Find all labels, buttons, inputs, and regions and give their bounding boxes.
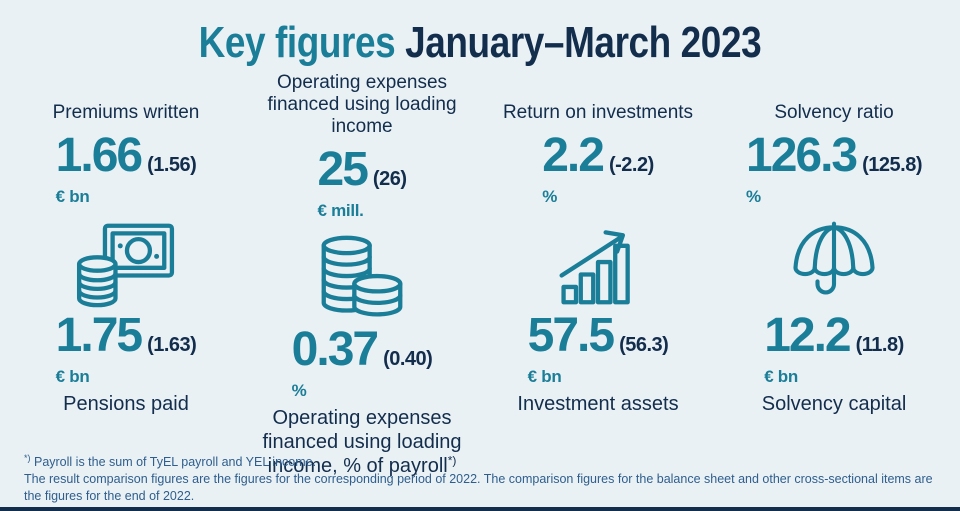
metric-value: 57.5 xyxy=(527,309,615,363)
metric-column-operating-expenses: Operating expenses financed using loadin… xyxy=(244,72,480,478)
metric-value: 12.2 xyxy=(764,309,851,363)
page-title: Key figures January–March 2023 xyxy=(0,0,960,66)
metric-comparison: (1.63) xyxy=(147,334,197,357)
metric-top-value-block: 1.66 (1.56) € bn xyxy=(56,132,197,218)
metric-bottom-value-block: 12.2 (11.8) € bn xyxy=(764,312,904,392)
metric-top-label: Operating expenses financed using loadin… xyxy=(267,72,457,138)
metric-bottom-label: Operating expenses financed using loadin… xyxy=(262,407,462,478)
metric-comparison: (11.8) xyxy=(855,334,905,357)
metric-value: 25 xyxy=(317,143,369,197)
footnote: *) Payroll is the sum of TyEL payroll an… xyxy=(24,453,950,504)
money-banknote-coins-icon xyxy=(74,218,178,310)
metric-top-label: Return on investments xyxy=(502,102,694,124)
metric-unit: % xyxy=(542,187,558,207)
metric-comparison: (56.3) xyxy=(619,334,669,357)
bottom-accent-bar xyxy=(0,507,960,511)
metric-value: 1.75 xyxy=(55,309,143,363)
metric-top-label: Solvency ratio xyxy=(774,102,894,124)
footnote-marker: *) xyxy=(24,453,31,464)
metric-bottom-label: Pensions paid xyxy=(63,393,189,416)
title-period: January–March 2023 xyxy=(395,18,762,67)
metric-column-premiums: Premiums written 1.66 (1.56) € bn xyxy=(8,72,244,478)
metric-unit: % xyxy=(291,381,307,401)
metric-bottom-label: Investment assets xyxy=(517,393,679,416)
metric-value: 126.3 xyxy=(746,129,858,183)
metric-comparison: (1.56) xyxy=(147,154,197,177)
metric-unit: € bn xyxy=(764,367,798,387)
umbrella-icon xyxy=(784,218,884,310)
metric-top-value-block: 126.3 (125.8) % xyxy=(746,132,922,218)
footnote-line1: *) Payroll is the sum of TyEL payroll an… xyxy=(24,453,317,470)
metric-top-value-block: 2.2 (-2.2) % xyxy=(542,132,654,218)
metric-unit: € bn xyxy=(527,367,562,387)
title-highlight: Key figures xyxy=(198,18,396,67)
metric-column-solvency: Solvency ratio 126.3 (125.8) % 12.2 (11 xyxy=(716,72,952,478)
metric-unit: % xyxy=(746,187,761,207)
metric-unit: € bn xyxy=(55,187,90,207)
metric-comparison: (125.8) xyxy=(862,154,922,177)
metric-value: 2.2 xyxy=(542,129,605,183)
metric-value: 0.37 xyxy=(291,323,379,377)
metric-bottom-value-block: 1.75 (1.63) € bn xyxy=(56,312,197,392)
metric-comparison: (0.40) xyxy=(383,348,433,371)
footnote-line2: The result comparison figures are the fi… xyxy=(24,472,933,503)
metric-top-label: Premiums written xyxy=(52,102,200,124)
metric-column-investments: Return on investments 2.2 (-2.2) % xyxy=(480,72,716,478)
metric-bottom-value-block: 0.37 (0.40) % xyxy=(292,326,433,406)
metric-bottom-value-block: 57.5 (56.3) € bn xyxy=(528,312,669,392)
metric-bottom-label: Solvency capital xyxy=(761,393,907,416)
metric-value: 1.66 xyxy=(55,129,143,183)
metrics-grid: Premiums written 1.66 (1.56) € bn xyxy=(0,72,960,478)
coin-stacks-icon xyxy=(312,232,412,324)
growth-chart-arrow-icon xyxy=(556,218,640,310)
metric-top-value-block: 25 (26) € mill. xyxy=(318,146,407,232)
metric-comparison: (-2.2) xyxy=(608,154,654,177)
metric-unit: € mill. xyxy=(317,201,364,221)
metric-comparison: (26) xyxy=(372,168,407,191)
metric-unit: € bn xyxy=(55,367,90,387)
